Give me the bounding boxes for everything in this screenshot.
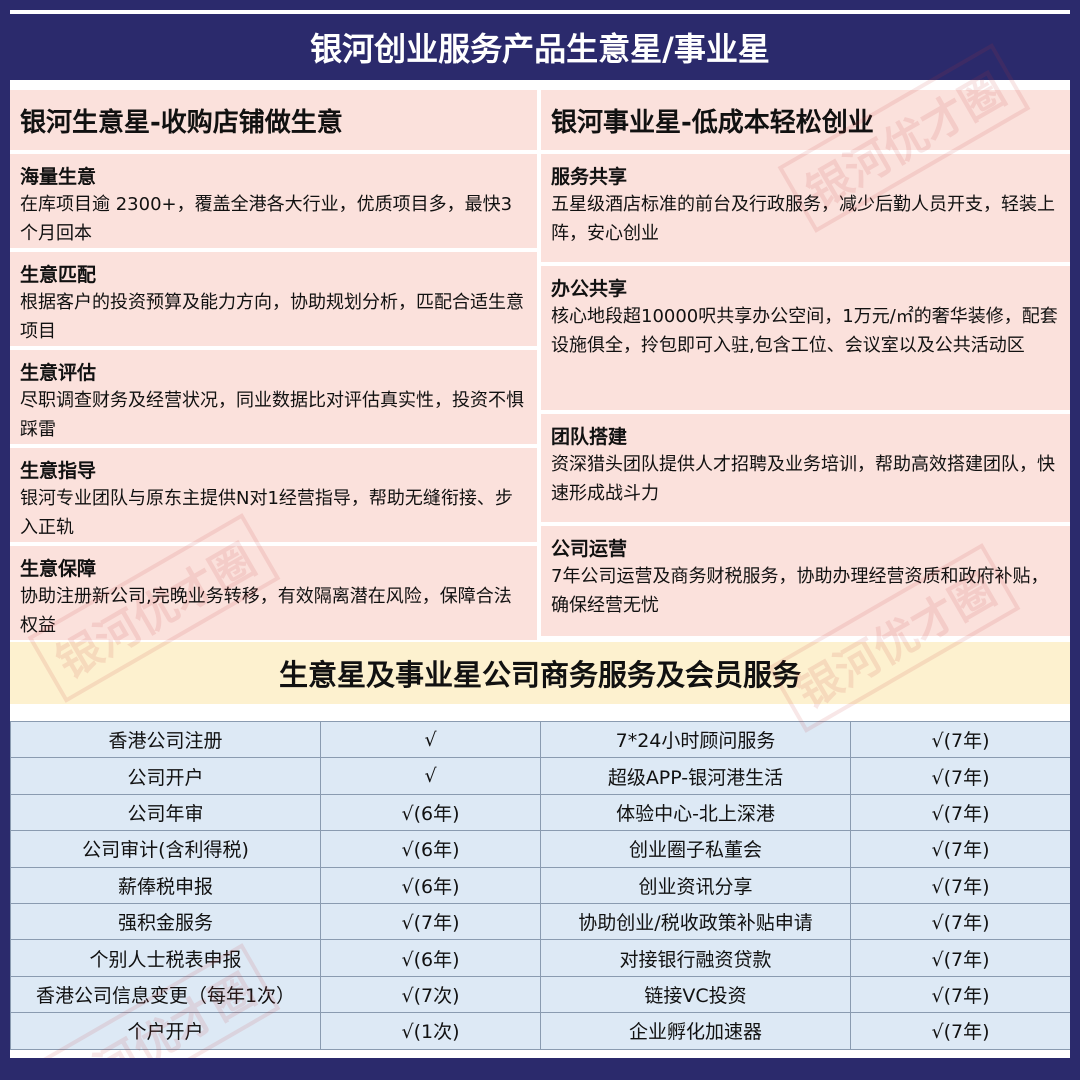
feature-item: 服务共享五星级酒店标准的前台及行政服务，减少后勤人员开支，轻装上阵，安心创业 <box>541 154 1070 263</box>
table-cell: √(7年) <box>850 866 1070 904</box>
feature-item: 公司运营 7年公司运营及商务财税服务，协助办理经营资质和政府补贴，确保经营无忧 <box>541 526 1070 637</box>
table-cell: √(7年) <box>850 720 1070 759</box>
table-cell: 链接VC投资 <box>540 975 851 1014</box>
table-cell: √(7年) <box>850 757 1070 795</box>
feature-title: 生意指导 <box>20 460 97 482</box>
feature-body: 资深猎头团队提供人才招聘及业务培训，帮助高效搭建团队，快速形成战斗力 <box>551 453 1055 504</box>
table-cell: √(7年) <box>850 830 1070 868</box>
table-cell: √(7次) <box>320 975 541 1014</box>
table-row: 香港公司信息变更（每年1次） √(7次) 链接VC投资 √(7年) <box>10 975 1070 1014</box>
table-cell: 7*24小时顾问服务 <box>540 720 851 759</box>
feature-item: 生意指导银河专业团队与原东主提供N对1经营指导，帮助无缝衔接、步入正轨 <box>10 448 537 542</box>
section-title: 生意星及事业星公司商务服务及会员服务 <box>10 642 1070 704</box>
table-cell: √(7年) <box>850 902 1070 941</box>
table-row: 薪俸税申报 √(6年) 创业资讯分享 √(7年) <box>10 866 1070 904</box>
feature-title: 生意评估 <box>20 362 97 384</box>
feature-body: 在库项目逾 2300+，覆盖全港各大行业，优质项目多，最快3个月回本 <box>20 194 513 244</box>
feature-title: 服务共享 <box>551 166 628 188</box>
service-table: 香港公司注册 √ 7*24小时顾问服务 √(7年) 公司开户 √ 超级APP-银河港生活 √(… <box>10 720 1070 1050</box>
table-cell: 协助创业/税收政策补贴申请 <box>540 902 851 941</box>
table-cell: 薪俸税申报 <box>10 866 321 904</box>
header-title: 银河创业服务产品生意星/事业星 <box>10 14 1070 80</box>
feature-title: 公司运营 <box>551 538 628 561</box>
table-cell: √(7年) <box>850 939 1070 977</box>
feature-item: 海量生意在库项目逾 2300+，覆盖全港各大行业，优质项目多，最快3个月回本 <box>10 154 537 248</box>
table-cell: 个别人士税表申报 <box>10 939 321 977</box>
feature-title: 生意匹配 <box>20 264 97 286</box>
table-cell: 公司审计(含利得税) <box>10 830 321 868</box>
table-cell: √ <box>320 757 541 795</box>
feature-title: 团队搭建 <box>551 425 628 448</box>
poster: 银河创业服务产品生意星/事业星 银河生意星-收购店铺做生意 海量生意在库项目逾 … <box>10 10 1070 1060</box>
feature-item: 办公共享核心地段超10000呎共享办公空间，1万元/㎡的奢华装修，配套设施俱全，… <box>541 266 1070 410</box>
table-cell: √(6年) <box>320 866 541 904</box>
feature-body: 协助注册新公司,完晚业务转移，有效隔离潜在风险，保障合法权益 <box>20 586 512 636</box>
table-cell: √(6年) <box>320 830 541 868</box>
table-cell: √ <box>320 720 541 759</box>
table-cell: √(7年) <box>850 975 1070 1014</box>
table-row: 公司审计(含利得税) √(6年) 创业圈子私董会 √(7年) <box>10 830 1070 868</box>
table-cell: 对接银行融资贷款 <box>540 939 851 977</box>
feature-body: 根据客户的投资预算及能力方向，协助规划分析，匹配合适生意项目 <box>20 292 524 342</box>
table-row: 公司开户 √ 超级APP-银河港生活 √(7年) <box>10 757 1070 795</box>
feature-item: 生意匹配根据客户的投资预算及能力方向，协助规划分析，匹配合适生意项目 <box>10 252 537 346</box>
feature-title: 海量生意 <box>20 166 97 188</box>
feature-body: 核心地段超10000呎共享办公空间，1万元/㎡的奢华装修，配套设施俱全，拎包即可… <box>551 306 1058 357</box>
left-column: 银河生意星-收购店铺做生意 海量生意在库项目逾 2300+，覆盖全港各大行业，优… <box>10 90 537 640</box>
column-title: 银河生意星-收购店铺做生意 <box>10 90 537 150</box>
table-row: 香港公司注册 √ 7*24小时顾问服务 √(7年) <box>10 720 1070 759</box>
feature-title: 办公共享 <box>551 278 628 301</box>
table-cell: √(6年) <box>320 793 541 832</box>
right-column: 银河事业星-低成本轻松创业 服务共享五星级酒店标准的前台及行政服务，减少后勤人员… <box>541 90 1070 637</box>
table-cell: 超级APP-银河港生活 <box>540 757 851 795</box>
feature-item: 生意保障协助注册新公司,完晚业务转移，有效隔离潜在风险，保障合法权益 <box>10 546 537 640</box>
table-cell: 强积金服务 <box>10 902 321 941</box>
table-cell: √(6年) <box>320 939 541 977</box>
feature-item: 团队搭建资深猎头团队提供人才招聘及业务培训，帮助高效搭建团队，快速形成战斗力 <box>541 413 1070 523</box>
table-row: 个户开户 √(1次) 企业孵化加速器 √(7年) <box>10 1012 1070 1050</box>
table-cell: √(7年) <box>320 902 541 941</box>
table-row: 个别人士税表申报 √(6年) 对接银行融资贷款 √(7年) <box>10 939 1070 977</box>
column-title: 银河事业星-低成本轻松创业 <box>541 90 1070 150</box>
feature-body: 银河专业团队与原东主提供N对1经营指导，帮助无缝衔接、步入正轨 <box>20 488 513 538</box>
feature-body: 尽职调查财务及经营状况，同业数据比对评估真实性，投资不惧踩雷 <box>20 390 524 440</box>
table-cell: 香港公司注册 <box>10 720 321 759</box>
table-row: 公司年审 √(6年) 体验中心-北上深港 √(7年) <box>10 793 1070 832</box>
table-cell: √(7年) <box>850 793 1070 832</box>
feature-title: 生意保障 <box>20 558 97 580</box>
table-cell: 香港公司信息变更（每年1次） <box>10 975 321 1014</box>
table-cell: 个户开户 <box>10 1012 321 1050</box>
table-cell: √(7年) <box>850 1012 1070 1050</box>
feature-body: 五星级酒店标准的前台及行政服务，减少后勤人员开支，轻装上阵，安心创业 <box>551 194 1055 244</box>
table-cell: 公司开户 <box>10 757 321 795</box>
feature-body: 7年公司运营及商务财税服务，协助办理经营资质和政府补贴，确保经营无忧 <box>551 566 1049 617</box>
table-cell: 创业资讯分享 <box>540 866 851 904</box>
table-cell: 公司年审 <box>10 793 321 832</box>
table-cell: 企业孵化加速器 <box>540 1012 851 1050</box>
table-cell: √(1次) <box>320 1012 541 1050</box>
table-row: 强积金服务 √(7年) 协助创业/税收政策补贴申请 √(7年) <box>10 902 1070 941</box>
footer-bar <box>0 1058 1080 1080</box>
table-cell: 创业圈子私董会 <box>540 830 851 868</box>
table-cell: 体验中心-北上深港 <box>540 793 851 832</box>
feature-item: 生意评估尽职调查财务及经营状况，同业数据比对评估真实性，投资不惧踩雷 <box>10 350 537 444</box>
